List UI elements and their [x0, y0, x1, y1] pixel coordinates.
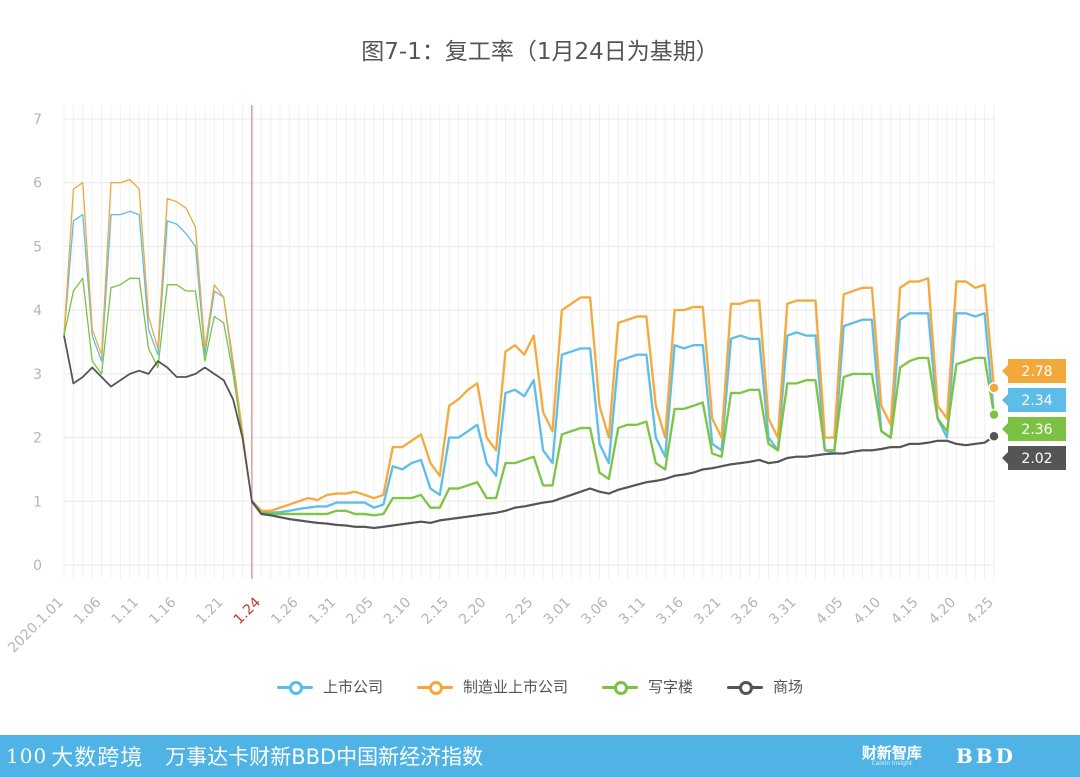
series-end-marker-2 [988, 408, 1000, 421]
x-tick-label: 4.10 [851, 595, 884, 628]
footer-logo-text: 大数跨境 [51, 746, 144, 771]
x-tick-label: 2.10 [381, 595, 414, 628]
legend-item-2[interactable]: 写字楼 [602, 676, 693, 697]
footer-banner: 100 大数跨境 万事达卡财新BBD中国新经济指数 财新智库 Caixin In… [0, 735, 1080, 777]
bbd-logo: BBD [955, 744, 1016, 768]
legend-swatch-icon [416, 680, 453, 695]
y-tick-label: 5 [33, 239, 42, 255]
x-tick-label: 3.21 [691, 595, 724, 628]
series-line-emphasis-3 [251, 435, 995, 530]
x-tick-label: 2.05 [343, 595, 376, 628]
x-tick-label: 1.26 [268, 594, 301, 627]
series-line-emphasis-0 [251, 312, 996, 514]
series-line-2 [63, 277, 995, 516]
series-line-3 [63, 335, 995, 529]
legend-swatch-icon [276, 680, 313, 695]
legend-label: 上市公司 [322, 678, 383, 696]
x-tick-label: 1.31 [306, 595, 339, 628]
x-tick-label: 4.25 [963, 595, 996, 628]
legend-item-3[interactable]: 商场 [727, 676, 803, 697]
x-tick-label: 3.31 [766, 595, 799, 628]
caixin-brand: 财新智库 [861, 743, 922, 762]
y-tick-label: 3 [33, 367, 42, 383]
end-value-badge-1 [1002, 359, 1066, 383]
footer-title: 万事达卡财新BBD中国新经济指数 [165, 745, 484, 769]
legend-label: 商场 [773, 678, 804, 696]
x-tick-label: 1.11 [109, 595, 142, 628]
y-tick-label: 6 [33, 176, 42, 192]
end-value-label-2: 2.36 [1021, 422, 1052, 438]
legend-item-1[interactable]: 制造业上市公司 [416, 676, 568, 697]
x-tick-label: 2.15 [419, 595, 452, 628]
end-value-badge-0 [1002, 388, 1066, 412]
x-tick-label: 3.16 [653, 594, 686, 627]
legend-swatch-icon [602, 680, 638, 695]
series-end-marker-1 [988, 382, 1000, 394]
x-tick-label: 1.06 [71, 594, 104, 627]
x-tick-label: 2.20 [456, 595, 489, 628]
y-tick-label: 2 [33, 431, 42, 447]
x-tick-label: 4.20 [926, 595, 959, 628]
series-line-emphasis-1 [251, 277, 996, 512]
end-value-label-1: 2.78 [1021, 364, 1052, 380]
y-tick-label: 0 [33, 558, 42, 574]
legend: 上市公司 制造业上市公司 写字楼 商场 [0, 676, 1080, 697]
legend-label: 制造业上市公司 [462, 678, 568, 696]
end-value-badge-3 [1002, 446, 1066, 470]
x-tick-label-base: 1.24 [231, 594, 264, 627]
series-line-0 [63, 210, 995, 514]
caixin-brand-sub: Caixin Insight [871, 759, 913, 767]
x-tick-label: 2020.1.01 [5, 595, 67, 657]
x-tick-label: 4.15 [888, 595, 921, 628]
series-end-marker-3 [988, 430, 1000, 443]
y-tick-label: 1 [33, 494, 42, 510]
chart-title: 图7-1：复工率（1月24日为基期） [361, 39, 719, 65]
x-tick-label: 3.01 [541, 595, 574, 628]
x-tick-label: 3.11 [616, 595, 649, 628]
end-value-label-3: 2.02 [1021, 451, 1052, 467]
x-tick-label: 2.25 [503, 595, 536, 628]
x-tick-label: 4.05 [813, 595, 846, 628]
end-value-badge-2 [1002, 417, 1066, 441]
chart-plot: 0 1 2 3 4 5 6 7 2020.1.01 1.06 1.11 1.16 1.21 1.24 1.2… [5, 105, 1066, 657]
x-tick-label: 3.26 [729, 594, 762, 627]
legend-item-0[interactable]: 上市公司 [276, 676, 383, 697]
x-tick-label: 3.06 [578, 594, 611, 627]
caixin-insight-logo: 财新智库 Caixin Insight [861, 743, 922, 767]
end-value-label-0: 2.34 [1021, 393, 1052, 409]
footer-logo-mark: 100 [6, 744, 48, 768]
y-tick-label: 4 [33, 303, 42, 319]
legend-swatch-icon [727, 680, 764, 695]
series-line-emphasis-2 [250, 356, 996, 517]
x-tick-label: 1.16 [146, 594, 179, 627]
footer-logo: 100 大数跨境 [6, 740, 143, 772]
legend-label: 写字楼 [648, 678, 694, 696]
y-tick-label: 7 [33, 112, 42, 128]
x-tick-label: 1.21 [193, 595, 226, 628]
